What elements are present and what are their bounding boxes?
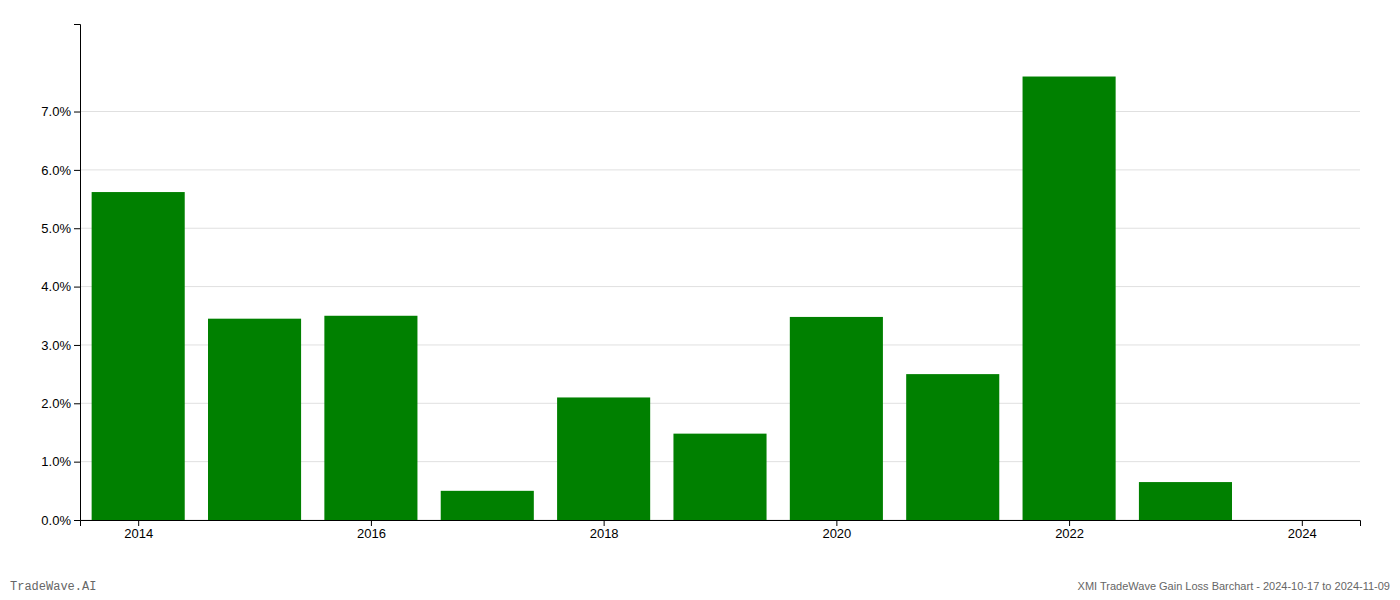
grid-line — [80, 228, 1360, 229]
y-tick-label: 2.0% — [41, 396, 71, 411]
x-tick-mark — [371, 520, 372, 526]
x-tick: 2022 — [1055, 520, 1084, 541]
grid-line — [80, 169, 1360, 170]
grid-line — [80, 111, 1360, 112]
y-tick: 5.0% — [41, 221, 80, 236]
y-tick: 6.0% — [41, 163, 80, 178]
x-tick-label: 2016 — [357, 526, 386, 541]
y-tick-mark — [74, 112, 80, 113]
x-tick-label: 2022 — [1055, 526, 1084, 541]
bar — [673, 434, 766, 520]
y-tick-mark — [74, 520, 80, 521]
footer-left: TradeWave.AI — [10, 580, 96, 594]
x-tick-mark — [836, 520, 837, 526]
x-axis-line — [81, 521, 1361, 527]
y-tick-label: 1.0% — [41, 454, 71, 469]
grid — [80, 112, 1360, 520]
bar — [1139, 482, 1232, 520]
bar — [906, 374, 999, 520]
y-tick: 3.0% — [41, 338, 80, 353]
x-tick-label: 2018 — [590, 526, 619, 541]
bar — [441, 491, 534, 520]
chart: 2014 2016 2018 2020 2022 2024 0.0% 1.0% 2.0% 3.0%… — [0, 0, 1400, 600]
bar — [324, 316, 417, 520]
y-tick-mark — [74, 462, 80, 463]
x-tick: 2018 — [590, 520, 619, 541]
y-axis: 0.0% 1.0% 2.0% 3.0% 4.0% 5.0% 6.0% 7.0% — [41, 25, 80, 528]
footer-right: XMI TradeWave Gain Loss Barchart - 2024-… — [1078, 580, 1390, 592]
x-tick-mark — [1069, 520, 1070, 526]
bar — [557, 397, 650, 520]
x-tick-label: 2020 — [822, 526, 851, 541]
grid-line — [80, 286, 1360, 287]
x-tick-label: 2014 — [124, 526, 153, 541]
y-tick-mark — [74, 403, 80, 404]
bar — [208, 319, 301, 520]
y-tick-label: 7.0% — [41, 104, 71, 119]
x-tick-mark — [1302, 520, 1303, 526]
y-tick: 1.0% — [41, 454, 80, 469]
y-axis-line — [74, 25, 81, 521]
bar — [1023, 77, 1116, 520]
bar — [790, 317, 883, 520]
y-tick: 7.0% — [41, 104, 80, 119]
y-tick-label: 6.0% — [41, 163, 71, 178]
x-tick-label: 2024 — [1288, 526, 1317, 541]
bar — [92, 192, 185, 520]
y-tick: 4.0% — [41, 279, 80, 294]
x-tick: 2024 — [1288, 520, 1317, 541]
bars — [92, 77, 1232, 520]
x-tick: 2020 — [822, 520, 851, 541]
plot-area: 2014 2016 2018 2020 2022 2024 0.0% 1.0% 2.0% 3.0%… — [41, 25, 1360, 542]
x-tick-mark — [604, 520, 605, 526]
x-tick-mark — [138, 520, 139, 526]
y-tick-label: 4.0% — [41, 279, 71, 294]
x-tick: 2016 — [357, 520, 386, 541]
y-tick-mark — [74, 287, 80, 288]
y-tick-mark — [74, 228, 80, 229]
y-tick-label: 3.0% — [41, 338, 71, 353]
y-tick-label: 0.0% — [41, 513, 71, 528]
y-tick-label: 5.0% — [41, 221, 71, 236]
x-tick: 2014 — [124, 520, 153, 541]
x-axis: 2014 2016 2018 2020 2022 2024 — [81, 520, 1361, 541]
y-tick-mark — [74, 170, 80, 171]
y-tick: 2.0% — [41, 396, 80, 411]
y-tick: 0.0% — [41, 513, 80, 528]
y-tick-mark — [74, 345, 80, 346]
